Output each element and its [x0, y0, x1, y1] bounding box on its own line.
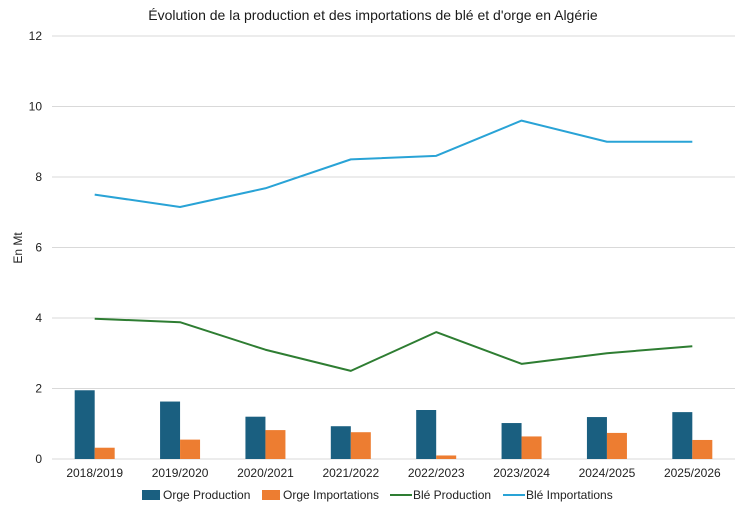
- x-tick-label: 2021/2022: [322, 466, 379, 480]
- bar-orge-production: [160, 401, 181, 459]
- y-tick-label: 4: [35, 311, 42, 325]
- y-axis-ticks: 0 2 4 6 8 10 12: [29, 29, 43, 466]
- lines: [94, 119, 693, 372]
- bar-orge-importations: [350, 432, 371, 459]
- legend: Orge Production Orge Importations Blé Prod…: [142, 488, 613, 502]
- bar-orge-importations: [436, 455, 457, 459]
- bar-orge-production: [586, 417, 607, 459]
- y-tick-label: 2: [35, 382, 42, 396]
- bar-orge-importations: [94, 447, 115, 459]
- y-tick-label: 8: [35, 170, 42, 184]
- x-tick-label: 2024/2025: [579, 466, 636, 480]
- legend-swatch: [262, 490, 280, 500]
- y-tick-label: 12: [29, 29, 43, 43]
- x-tick-label: 2020/2021: [237, 466, 294, 480]
- line-blé-importations: [94, 119, 693, 208]
- bar-orge-production: [672, 412, 693, 459]
- bar-orge-importations: [606, 432, 627, 459]
- legend-label: Orge Importations: [283, 488, 379, 502]
- y-tick-label: 0: [35, 452, 42, 466]
- bar-orge-production: [330, 426, 351, 459]
- x-tick-label: 2019/2020: [152, 466, 209, 480]
- bar-orge-production: [74, 390, 95, 459]
- x-tick-label: 2018/2019: [66, 466, 123, 480]
- legend-swatch: [142, 490, 160, 500]
- y-axis-label: En Mt: [11, 232, 25, 264]
- x-tick-label: 2025/2026: [664, 466, 721, 480]
- legend-label: Blé Production: [413, 488, 491, 502]
- bars: [74, 390, 713, 459]
- x-axis-ticks: 2018/2019 2019/2020 2020/2021 2021/2022 2022…: [66, 466, 721, 480]
- x-tick-label: 2022/2023: [408, 466, 465, 480]
- y-tick-label: 6: [35, 241, 42, 255]
- bar-orge-production: [501, 423, 522, 459]
- x-tick-label: 2023/2024: [493, 466, 550, 480]
- legend-label: Blé Importations: [526, 488, 613, 502]
- gridlines: [52, 35, 735, 460]
- bar-orge-importations: [180, 439, 201, 459]
- bar-orge-importations: [692, 439, 713, 459]
- bar-orge-importations: [265, 430, 286, 459]
- bar-orge-importations: [521, 436, 542, 459]
- line-blé-production: [94, 317, 693, 372]
- bar-orge-production: [245, 416, 266, 459]
- bar-orge-production: [416, 410, 437, 459]
- legend-label: Orge Production: [163, 488, 250, 502]
- chart-title: Évolution de la production et des import…: [148, 7, 598, 23]
- y-tick-label: 10: [29, 100, 43, 114]
